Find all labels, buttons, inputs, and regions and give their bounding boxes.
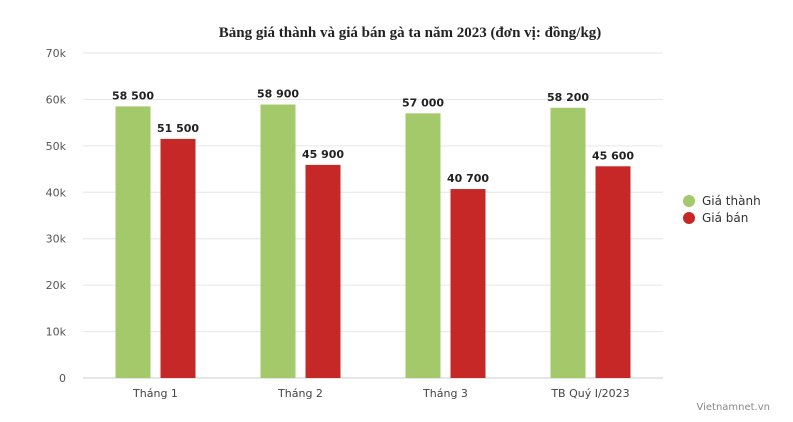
bar-gia-ban[interactable] [595, 166, 631, 378]
chart-title: Bảng giá thành và giá bán gà ta năm 2023… [219, 25, 602, 41]
y-tick-label: 70k [46, 47, 67, 60]
y-tick-label: 40k [46, 186, 67, 199]
bar-gia-ban[interactable] [160, 138, 196, 378]
legend-item[interactable]: Giá bán [683, 211, 748, 225]
x-tick-label: Tháng 2 [277, 387, 323, 400]
y-tick-label: 30k [46, 233, 67, 246]
source-credit: Vietnamnet.vn [696, 402, 770, 413]
x-tick-label: Tháng 1 [132, 387, 178, 400]
bars [115, 104, 631, 379]
legend[interactable]: Giá thành Giá bán [683, 194, 761, 225]
legend-label: Giá thành [702, 194, 761, 208]
bar-gia-ban[interactable] [305, 164, 341, 378]
legend-item[interactable]: Giá thành [683, 194, 761, 208]
data-label: 51 500 [157, 122, 199, 135]
data-label: 57 000 [402, 96, 444, 109]
data-labels: 58 500 51 500 58 900 45 900 57 000 40 700 58 2… [112, 88, 634, 186]
bar-gia-thanh[interactable] [115, 106, 151, 379]
legend-label: Giá bán [702, 211, 748, 225]
bar-gia-thanh[interactable] [260, 104, 296, 379]
y-tick-label: 60k [46, 93, 67, 106]
data-label: 58 900 [257, 88, 299, 101]
legend-marker-icon [683, 195, 695, 207]
x-tick-label: Tháng 3 [422, 387, 468, 400]
y-tick-label: 20k [46, 279, 67, 292]
bar-gia-thanh[interactable] [405, 113, 441, 378]
data-label: 58 500 [112, 89, 154, 102]
y-tick-label: 50k [46, 140, 67, 153]
x-axis-ticks: Tháng 1 Tháng 2 Tháng 3 TB Quý I/2023 [132, 387, 630, 400]
x-tick-label: TB Quý I/2023 [550, 387, 629, 400]
y-tick-label: 0 [59, 372, 66, 385]
bar-gia-thanh[interactable] [550, 107, 586, 379]
y-tick-label: 10k [46, 326, 67, 339]
legend-marker-icon [683, 212, 695, 224]
data-label: 45 900 [302, 148, 344, 161]
y-axis-ticks: 0 10k 20k 30k 40k 50k 60k 70k [46, 47, 67, 385]
bar-gia-ban[interactable] [450, 189, 486, 378]
data-label: 40 700 [447, 172, 489, 185]
data-label: 58 200 [547, 91, 589, 104]
data-label: 45 600 [592, 149, 634, 162]
